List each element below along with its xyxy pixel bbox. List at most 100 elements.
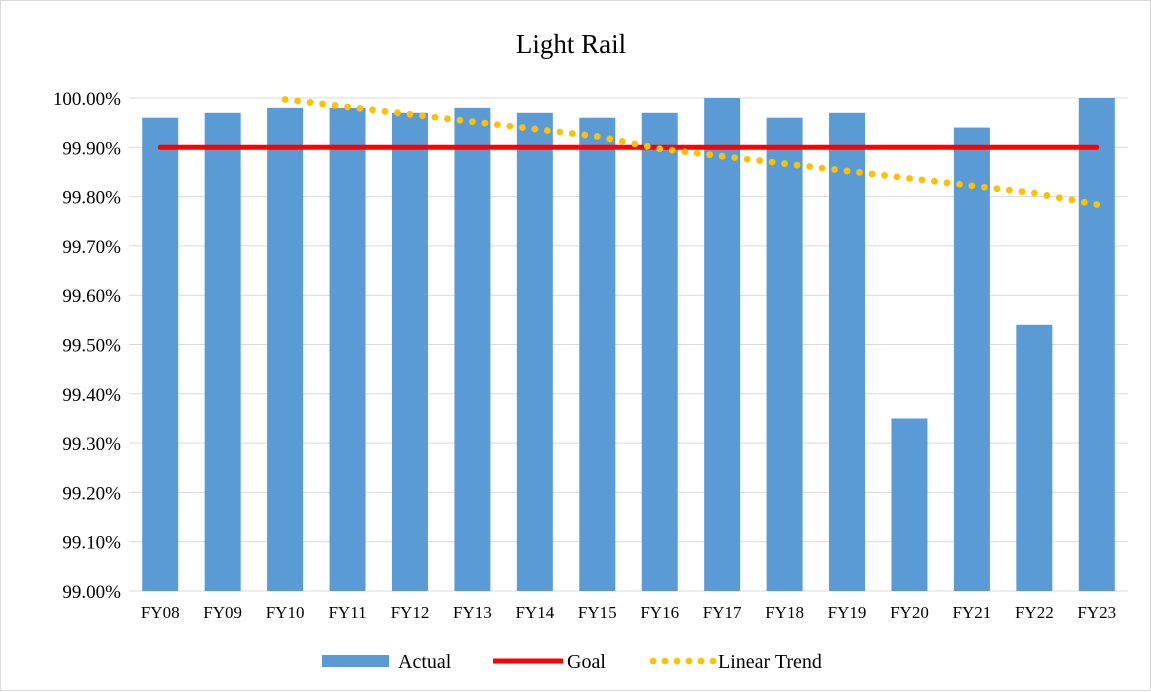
trend-dot xyxy=(1018,188,1026,196)
legend-trend-dot xyxy=(709,657,717,665)
trend-dot xyxy=(893,173,901,181)
trend-dot xyxy=(831,166,838,173)
chart-title: Light Rail xyxy=(516,29,626,59)
trend-dot xyxy=(718,152,726,160)
trend-dot xyxy=(731,154,739,162)
bar-fy17 xyxy=(704,98,741,591)
trend-dot xyxy=(381,107,389,115)
trend-dot xyxy=(943,179,951,187)
trend-dot xyxy=(881,172,888,179)
trend-dot xyxy=(419,112,426,120)
bar-fy16 xyxy=(641,112,678,591)
x-tick-label: FY09 xyxy=(203,603,242,622)
trend-dot xyxy=(918,176,926,184)
trend-dot xyxy=(506,122,514,130)
trend-dot xyxy=(606,135,614,143)
y-tick-label: 99.00% xyxy=(62,582,121,603)
bar-fy09 xyxy=(204,112,241,591)
y-tick-label: 100.00% xyxy=(53,89,121,110)
trend-dot xyxy=(906,174,913,182)
trend-dot xyxy=(331,101,339,109)
trend-dot xyxy=(781,160,788,167)
trend-dot xyxy=(481,119,489,127)
legend-swatch-trend xyxy=(649,657,717,665)
trend-dot xyxy=(543,127,551,134)
trend-dot xyxy=(493,121,501,129)
trend-dot xyxy=(843,167,851,175)
trend-dot xyxy=(706,151,714,159)
trend-dot xyxy=(631,140,639,148)
bar-fy19 xyxy=(829,112,866,591)
y-tick-label: 99.20% xyxy=(62,483,121,504)
trend-dot xyxy=(431,113,439,121)
x-tick-label: FY15 xyxy=(578,603,617,622)
trend-dot xyxy=(406,110,414,118)
x-tick-label: FY21 xyxy=(953,603,992,622)
trend-dot xyxy=(344,103,351,111)
x-tick-label: FY13 xyxy=(453,603,492,622)
legend-trend-dot xyxy=(661,657,669,665)
trend-dot xyxy=(581,131,589,139)
bar-fy22 xyxy=(1016,324,1053,591)
trend-dot xyxy=(369,106,376,114)
trend-dot xyxy=(593,133,601,140)
trend-dot xyxy=(793,161,801,169)
legend-trend-dot xyxy=(649,657,657,665)
x-tick-label: FY10 xyxy=(266,603,305,622)
legend-label-goal: Goal xyxy=(567,651,606,673)
x-tick-label: FY20 xyxy=(890,603,929,622)
trend-dot xyxy=(356,104,364,112)
trend-dot xyxy=(556,128,564,136)
legend-label-trend: Linear Trend xyxy=(718,651,822,673)
trend-dot xyxy=(681,148,689,156)
bar-fy20 xyxy=(891,418,928,591)
bar-fy15 xyxy=(579,117,616,591)
trend-dot xyxy=(868,170,876,178)
trend-dot xyxy=(1005,186,1013,194)
x-tick-label: FY22 xyxy=(1015,603,1054,622)
legend: Actual Goal Linear Trend xyxy=(322,651,822,673)
trend-dot xyxy=(1068,196,1076,204)
trend-line xyxy=(281,96,1101,208)
y-tick-label: 99.40% xyxy=(62,385,121,406)
y-tick-label: 99.30% xyxy=(62,434,121,455)
bar-fy21 xyxy=(953,127,990,591)
bar-fy08 xyxy=(142,117,179,591)
trend-dot xyxy=(469,118,476,126)
trend-dot xyxy=(693,149,701,157)
trend-dot xyxy=(1093,201,1101,208)
y-tick-label: 99.60% xyxy=(62,286,121,307)
x-tick-label: FY08 xyxy=(141,603,180,622)
y-tick-label: 99.70% xyxy=(62,237,121,258)
legend-trend-dot xyxy=(685,657,693,665)
x-axis-ticks: FY08 FY09 FY10 FY11 FY12 FY13 FY14 FY15 FY16 FY17… xyxy=(141,603,1116,622)
bar-fy10 xyxy=(267,107,304,592)
trend-dot xyxy=(444,115,451,123)
y-tick-label: 99.50% xyxy=(62,336,121,357)
trend-dot xyxy=(968,182,976,190)
x-tick-label: FY17 xyxy=(703,603,742,622)
trend-dot xyxy=(618,137,626,145)
y-tick-label: 99.90% xyxy=(62,138,121,159)
trend-dot xyxy=(1080,198,1088,206)
trend-dot xyxy=(456,116,464,124)
bar-fy23 xyxy=(1078,98,1115,591)
trend-dot xyxy=(531,125,539,133)
trend-dot xyxy=(743,155,751,163)
bar-fy11 xyxy=(329,107,366,592)
trend-dot xyxy=(818,164,826,172)
trend-dot xyxy=(394,109,401,117)
trend-dot xyxy=(306,99,314,106)
x-tick-label: FY16 xyxy=(640,603,679,622)
bar-fy18 xyxy=(766,117,803,591)
trend-dot xyxy=(643,142,651,150)
trend-dot xyxy=(568,130,576,137)
trend-dot xyxy=(294,97,301,105)
x-tick-label: FY14 xyxy=(515,603,554,622)
trend-dot xyxy=(319,100,326,108)
trend-dot xyxy=(806,163,813,170)
legend-label-actual: Actual xyxy=(398,651,452,673)
bar-fy14 xyxy=(516,112,553,591)
